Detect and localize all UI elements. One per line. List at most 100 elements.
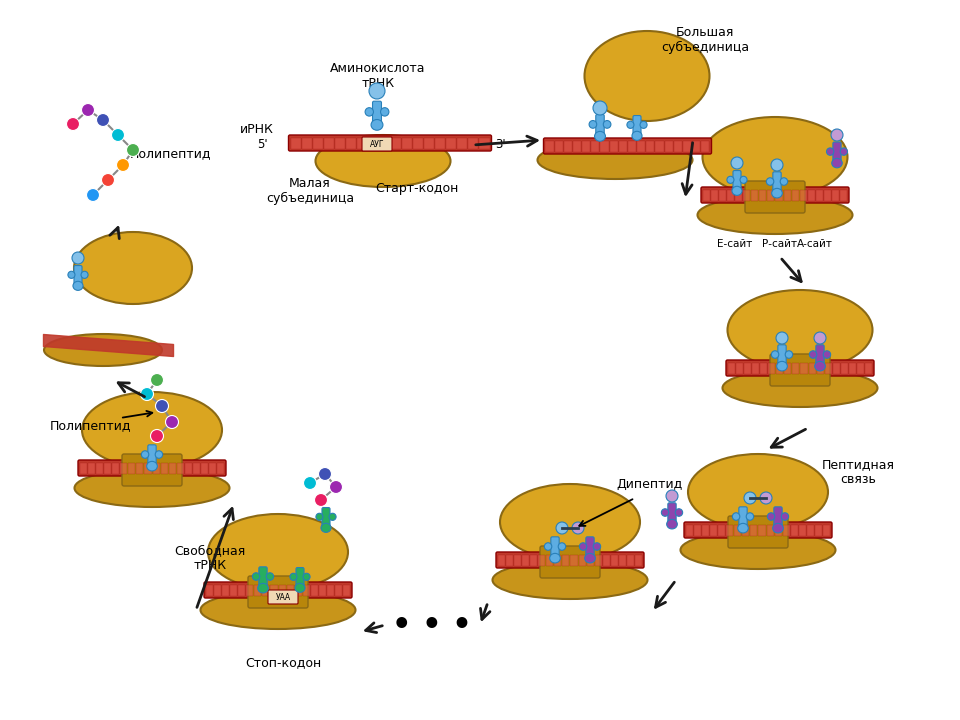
Circle shape	[556, 522, 568, 534]
FancyBboxPatch shape	[684, 522, 832, 538]
Circle shape	[814, 332, 826, 344]
Bar	[326, 585, 334, 595]
Bar	[369, 138, 378, 148]
Bar	[611, 554, 618, 565]
Ellipse shape	[257, 583, 269, 593]
Circle shape	[760, 492, 772, 504]
Bar	[423, 138, 434, 148]
Ellipse shape	[632, 131, 642, 140]
FancyBboxPatch shape	[296, 567, 304, 589]
Ellipse shape	[147, 462, 157, 471]
Circle shape	[86, 189, 100, 202]
Bar	[865, 362, 872, 374]
Bar	[823, 524, 830, 536]
Ellipse shape	[290, 573, 297, 580]
Bar	[214, 585, 221, 595]
Circle shape	[329, 480, 343, 493]
Bar	[343, 585, 350, 595]
Bar	[446, 138, 456, 148]
Ellipse shape	[815, 361, 826, 371]
Bar	[201, 462, 208, 474]
Bar	[573, 140, 581, 151]
Bar	[627, 554, 634, 565]
Bar	[587, 554, 593, 565]
Bar	[546, 554, 553, 565]
Bar	[209, 462, 216, 474]
Bar	[184, 462, 192, 474]
Ellipse shape	[785, 351, 793, 359]
Bar	[379, 138, 390, 148]
Ellipse shape	[831, 158, 842, 168]
Bar	[555, 140, 563, 151]
Text: Свободная
тРНК: Свободная тРНК	[175, 544, 246, 572]
Text: Пептидная
связь: Пептидная связь	[822, 458, 895, 486]
Text: АУГ: АУГ	[370, 140, 384, 149]
Bar	[743, 189, 751, 200]
FancyBboxPatch shape	[596, 114, 604, 137]
Ellipse shape	[585, 31, 709, 121]
Bar	[335, 138, 345, 148]
Text: Старт-кодон: Старт-кодон	[375, 181, 459, 194]
Ellipse shape	[201, 591, 355, 629]
Bar	[619, 140, 627, 151]
Circle shape	[315, 493, 327, 506]
Text: Полипептид: Полипептид	[49, 420, 131, 433]
Ellipse shape	[840, 148, 848, 156]
Bar	[727, 524, 733, 536]
FancyBboxPatch shape	[833, 142, 841, 164]
Ellipse shape	[728, 290, 873, 370]
Bar	[815, 524, 822, 536]
Bar	[594, 554, 602, 565]
Bar	[792, 189, 799, 200]
Bar	[545, 140, 554, 151]
Bar	[840, 189, 847, 200]
FancyBboxPatch shape	[268, 590, 298, 604]
FancyBboxPatch shape	[362, 137, 392, 151]
Circle shape	[111, 128, 125, 142]
Bar	[539, 554, 545, 565]
Bar	[610, 140, 618, 151]
Bar	[816, 189, 823, 200]
Text: УАА: УАА	[276, 593, 291, 602]
Bar	[824, 189, 831, 200]
FancyBboxPatch shape	[773, 172, 781, 194]
Ellipse shape	[585, 554, 595, 563]
FancyBboxPatch shape	[816, 345, 824, 367]
Bar	[782, 524, 790, 536]
Bar	[784, 362, 791, 374]
Bar	[515, 554, 521, 565]
Bar	[193, 462, 200, 474]
Bar	[346, 138, 356, 148]
Bar	[683, 140, 691, 151]
Ellipse shape	[737, 523, 749, 533]
Bar	[88, 462, 95, 474]
Bar	[601, 140, 609, 151]
Bar	[792, 362, 800, 374]
FancyBboxPatch shape	[372, 102, 381, 125]
Text: Е-сайт: Е-сайт	[717, 239, 753, 249]
Bar	[728, 362, 735, 374]
Bar	[766, 524, 774, 536]
Text: Дипептид: Дипептид	[617, 478, 684, 491]
Circle shape	[744, 492, 756, 504]
Bar	[301, 138, 312, 148]
Circle shape	[731, 157, 743, 169]
Ellipse shape	[372, 120, 383, 130]
Bar	[401, 138, 412, 148]
FancyBboxPatch shape	[78, 460, 226, 476]
Bar	[498, 554, 505, 565]
FancyBboxPatch shape	[633, 115, 641, 137]
Text: иРНК: иРНК	[240, 122, 274, 135]
FancyBboxPatch shape	[728, 516, 788, 548]
Circle shape	[102, 174, 114, 186]
Ellipse shape	[703, 117, 848, 197]
Bar	[702, 524, 709, 536]
Bar	[522, 554, 529, 565]
Bar	[808, 362, 816, 374]
Text: Полипептид: Полипептид	[130, 148, 211, 161]
Bar	[832, 362, 840, 374]
Bar	[302, 585, 310, 595]
Ellipse shape	[316, 135, 450, 187]
Text: 5': 5'	[257, 138, 268, 150]
Circle shape	[593, 101, 607, 115]
